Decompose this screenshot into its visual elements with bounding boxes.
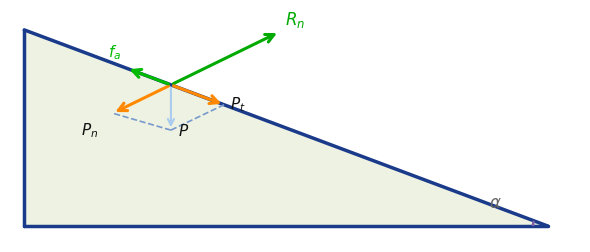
Text: $R_n$: $R_n$ [286, 10, 306, 30]
Text: $\alpha$: $\alpha$ [489, 193, 502, 211]
Text: $P$: $P$ [178, 123, 189, 139]
Text: $f_a$: $f_a$ [107, 43, 121, 61]
Polygon shape [24, 31, 548, 226]
Text: $P_t$: $P_t$ [230, 95, 245, 113]
Text: $P_n$: $P_n$ [81, 121, 98, 140]
